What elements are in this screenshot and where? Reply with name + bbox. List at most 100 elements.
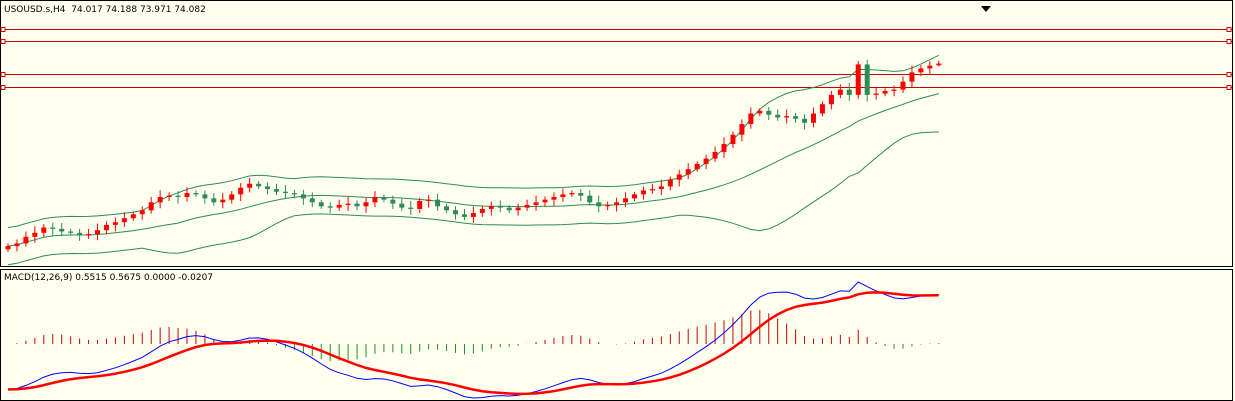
candle[interactable] <box>372 191 378 207</box>
candle[interactable] <box>587 190 593 206</box>
candle[interactable] <box>345 197 351 211</box>
candle[interactable] <box>721 137 727 158</box>
candle[interactable] <box>112 217 118 232</box>
candle[interactable] <box>95 223 100 241</box>
candle[interactable] <box>50 222 56 236</box>
candle[interactable] <box>193 190 199 198</box>
candle[interactable] <box>784 109 790 124</box>
candle[interactable] <box>614 197 620 212</box>
candle[interactable] <box>775 109 781 121</box>
candle[interactable] <box>658 179 664 196</box>
candle[interactable] <box>399 198 405 211</box>
candle[interactable] <box>229 191 235 204</box>
candle[interactable] <box>927 61 933 76</box>
candle[interactable] <box>596 195 602 213</box>
candle[interactable] <box>828 90 834 110</box>
candle[interactable] <box>130 211 136 221</box>
candle[interactable] <box>390 195 396 209</box>
candle[interactable] <box>873 87 879 100</box>
candle[interactable] <box>542 196 548 207</box>
candle[interactable] <box>444 203 450 213</box>
candle[interactable] <box>506 204 512 213</box>
candle[interactable] <box>300 189 306 205</box>
candle[interactable] <box>837 84 843 99</box>
candle[interactable] <box>202 190 208 204</box>
candle[interactable] <box>23 231 29 247</box>
candle[interactable] <box>166 192 172 201</box>
candle[interactable] <box>569 190 575 198</box>
candle[interactable] <box>811 107 816 128</box>
candle[interactable] <box>793 112 799 123</box>
candle[interactable] <box>766 106 772 121</box>
candle[interactable] <box>578 189 584 201</box>
candle[interactable] <box>417 197 423 213</box>
candle[interactable] <box>632 191 637 201</box>
candle[interactable] <box>408 201 414 215</box>
candle[interactable] <box>900 76 906 93</box>
candle[interactable] <box>694 161 700 172</box>
candle[interactable] <box>703 154 709 170</box>
candle[interactable] <box>515 203 521 216</box>
candle[interactable] <box>121 212 127 227</box>
candle[interactable] <box>354 200 360 211</box>
candle[interactable] <box>291 189 297 199</box>
shift-marker[interactable] <box>981 6 991 12</box>
candle[interactable] <box>435 193 441 211</box>
candle[interactable] <box>282 185 288 200</box>
candle[interactable] <box>891 85 897 97</box>
candle[interactable] <box>59 222 65 237</box>
candle[interactable] <box>855 61 861 99</box>
candle[interactable] <box>381 194 387 203</box>
candle[interactable] <box>560 188 566 202</box>
candle[interactable] <box>157 190 163 209</box>
candle[interactable] <box>819 101 825 117</box>
candle[interactable] <box>909 65 915 88</box>
candle[interactable] <box>470 206 476 223</box>
candle[interactable] <box>363 197 369 213</box>
candle[interactable] <box>524 199 530 211</box>
candle[interactable] <box>685 163 691 180</box>
candle[interactable] <box>623 192 629 207</box>
candle[interactable] <box>676 169 682 187</box>
candle[interactable] <box>488 201 494 216</box>
candle[interactable] <box>103 221 109 235</box>
candle[interactable] <box>461 208 467 221</box>
candle[interactable] <box>882 88 888 97</box>
level-handle-right[interactable] <box>1226 72 1232 77</box>
candle[interactable] <box>139 206 145 220</box>
candle[interactable] <box>918 65 924 77</box>
candle[interactable] <box>479 205 485 217</box>
level-handle-right[interactable] <box>1226 85 1232 90</box>
candle[interactable] <box>184 187 190 202</box>
candle[interactable] <box>757 108 763 117</box>
candle[interactable] <box>730 131 736 148</box>
candle[interactable] <box>68 228 74 236</box>
level-handle-left[interactable] <box>0 72 6 77</box>
candle[interactable] <box>318 199 324 209</box>
candle[interactable] <box>5 243 11 252</box>
level-handle-right[interactable] <box>1226 27 1232 32</box>
candle[interactable] <box>712 146 718 162</box>
candle[interactable] <box>551 192 557 207</box>
candle[interactable] <box>256 181 262 190</box>
candle[interactable] <box>77 228 83 241</box>
candle[interactable] <box>864 59 870 102</box>
candle[interactable] <box>802 114 808 130</box>
level-handle-left[interactable] <box>0 27 6 32</box>
candle[interactable] <box>336 199 342 211</box>
candle[interactable] <box>649 183 655 194</box>
candle[interactable] <box>41 224 47 237</box>
candle[interactable] <box>309 192 315 207</box>
candle[interactable] <box>748 107 754 129</box>
candle[interactable] <box>175 191 181 204</box>
candle[interactable] <box>533 195 539 211</box>
candle[interactable] <box>667 176 673 191</box>
candle[interactable] <box>211 193 217 206</box>
candle[interactable] <box>640 186 646 200</box>
candle[interactable] <box>238 183 244 201</box>
candle[interactable] <box>86 228 92 239</box>
level-handle-left[interactable] <box>0 39 6 44</box>
candle[interactable] <box>265 182 271 195</box>
candle[interactable] <box>274 183 279 196</box>
level-handle-right[interactable] <box>1226 39 1232 44</box>
